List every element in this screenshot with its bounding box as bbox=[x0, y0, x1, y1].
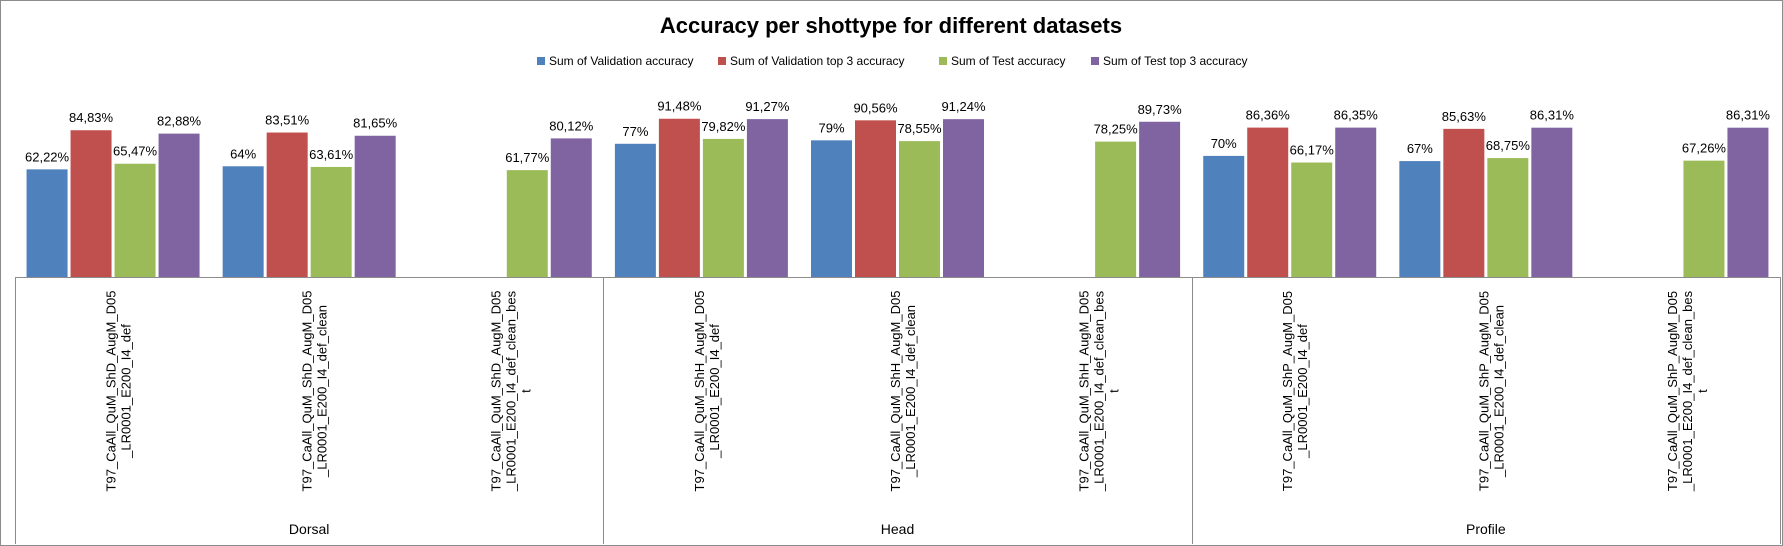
group-label: Profile bbox=[1466, 521, 1506, 537]
category-label: T97_CaAll_QuM_ShP_AugM_D05_LR0001_E200_I… bbox=[1665, 290, 1710, 492]
legend-swatch bbox=[939, 57, 947, 65]
bar bbox=[506, 170, 548, 277]
bar bbox=[1683, 160, 1725, 277]
data-label: 77% bbox=[622, 124, 648, 139]
bar bbox=[1487, 158, 1529, 277]
bar bbox=[1727, 127, 1769, 277]
data-label: 81,65% bbox=[353, 116, 398, 131]
data-label: 91,48% bbox=[657, 99, 702, 114]
bar bbox=[943, 119, 984, 277]
data-label: 91,27% bbox=[745, 99, 790, 114]
bar bbox=[658, 118, 700, 278]
legend: Sum of Validation accuracy Sum of Validat… bbox=[537, 54, 1248, 68]
data-label: 84,83% bbox=[69, 110, 114, 125]
data-label: 86,35% bbox=[1334, 108, 1379, 123]
legend-label: Sum of Validation top 3 accuracy bbox=[730, 54, 905, 68]
bar bbox=[1095, 141, 1137, 277]
data-label: 83,51% bbox=[265, 113, 310, 128]
category-label: T97_CaAll_QuM_ShH_AugM_D05_LR0001_E200_I… bbox=[692, 291, 722, 492]
data-label: 66,17% bbox=[1290, 143, 1335, 158]
bar bbox=[1443, 128, 1485, 277]
data-label: 65,47% bbox=[113, 144, 158, 159]
legend-label: Sum of Test accuracy bbox=[951, 54, 1066, 68]
category-label: T97_CaAll_QuM_ShH_AugM_D05_LR0001_E200_I… bbox=[1077, 290, 1122, 492]
bar bbox=[310, 166, 352, 277]
bar bbox=[1203, 155, 1245, 277]
data-label: 67,26% bbox=[1682, 141, 1727, 156]
bar bbox=[114, 163, 156, 277]
data-label: 86,31% bbox=[1726, 108, 1771, 123]
data-label: 78,25% bbox=[1094, 122, 1139, 137]
data-label: 63,61% bbox=[309, 147, 354, 162]
category-label: T97_CaAll_QuM_ShH_AugM_D05_LR0001_E200_I… bbox=[888, 291, 918, 492]
category-label: T97_CaAll_QuM_ShD_AugM_D05_LR0001_E200_I… bbox=[300, 291, 330, 492]
legend-label: Sum of Test top 3 accuracy bbox=[1103, 54, 1248, 68]
data-label: 61,77% bbox=[505, 150, 550, 165]
bar bbox=[1335, 127, 1377, 277]
group-label: Head bbox=[881, 521, 914, 537]
legend-swatch bbox=[718, 57, 726, 65]
data-label: 82,88% bbox=[157, 114, 202, 129]
bar bbox=[855, 120, 896, 277]
group-label: Dorsal bbox=[289, 521, 329, 537]
data-label: 86,36% bbox=[1246, 108, 1291, 123]
bar bbox=[1531, 127, 1573, 277]
data-label: 91,24% bbox=[941, 99, 986, 114]
bar bbox=[550, 138, 592, 277]
data-label: 78,55% bbox=[897, 121, 942, 136]
data-label: 79% bbox=[818, 120, 844, 135]
bar bbox=[222, 166, 264, 277]
bar bbox=[1139, 121, 1181, 278]
bar bbox=[266, 132, 308, 277]
data-label: 90,56% bbox=[853, 100, 898, 115]
category-axis bbox=[15, 277, 1781, 544]
data-label: 67% bbox=[1407, 141, 1433, 156]
legend-label: Sum of Validation accuracy bbox=[549, 54, 694, 68]
bar bbox=[26, 169, 68, 277]
category-label: T97_CaAll_QuM_ShD_AugM_D05_LR0001_E200_I… bbox=[488, 290, 533, 492]
legend-swatch bbox=[537, 57, 545, 65]
bar bbox=[811, 140, 852, 277]
bar bbox=[1247, 127, 1289, 277]
group-labels: Dorsal Head Profile bbox=[289, 521, 1506, 537]
bar bbox=[614, 143, 656, 277]
data-label: 79,82% bbox=[701, 119, 746, 134]
data-label: 89,73% bbox=[1138, 102, 1183, 117]
category-label: T97_CaAll_QuM_ShP_AugM_D05_LR0001_E200_I… bbox=[1476, 291, 1506, 491]
category-label: T97_CaAll_QuM_ShP_AugM_D05_LR0001_E200_I… bbox=[1280, 291, 1310, 491]
bar bbox=[702, 138, 744, 277]
data-label: 80,12% bbox=[549, 118, 594, 133]
bar bbox=[158, 133, 200, 277]
category-labels: T97_CaAll_QuM_ShD_AugM_D05_LR0001_E200_I… bbox=[104, 290, 1710, 492]
bar bbox=[1291, 162, 1333, 277]
data-label: 85,63% bbox=[1442, 109, 1487, 124]
bar bbox=[899, 141, 940, 277]
legend-swatch bbox=[1091, 57, 1099, 65]
category-label: T97_CaAll_QuM_ShD_AugM_D05_LR0001_E200_I… bbox=[104, 291, 134, 492]
bar bbox=[1399, 161, 1441, 277]
chart-title: Accuracy per shottype for different data… bbox=[660, 13, 1122, 38]
data-label: 68,75% bbox=[1486, 138, 1531, 153]
bar bbox=[746, 119, 788, 277]
data-label: 70% bbox=[1211, 136, 1237, 151]
data-label: 64% bbox=[230, 146, 256, 161]
data-label: 86,31% bbox=[1530, 108, 1575, 123]
bar bbox=[70, 130, 112, 277]
data-labels: 62,22% 84,83% 65,47% 82,88% 64% 83,51% 63,61% 8… bbox=[25, 99, 1770, 165]
bar bbox=[354, 135, 396, 277]
data-label: 62,22% bbox=[25, 149, 70, 164]
bars bbox=[26, 118, 1769, 278]
